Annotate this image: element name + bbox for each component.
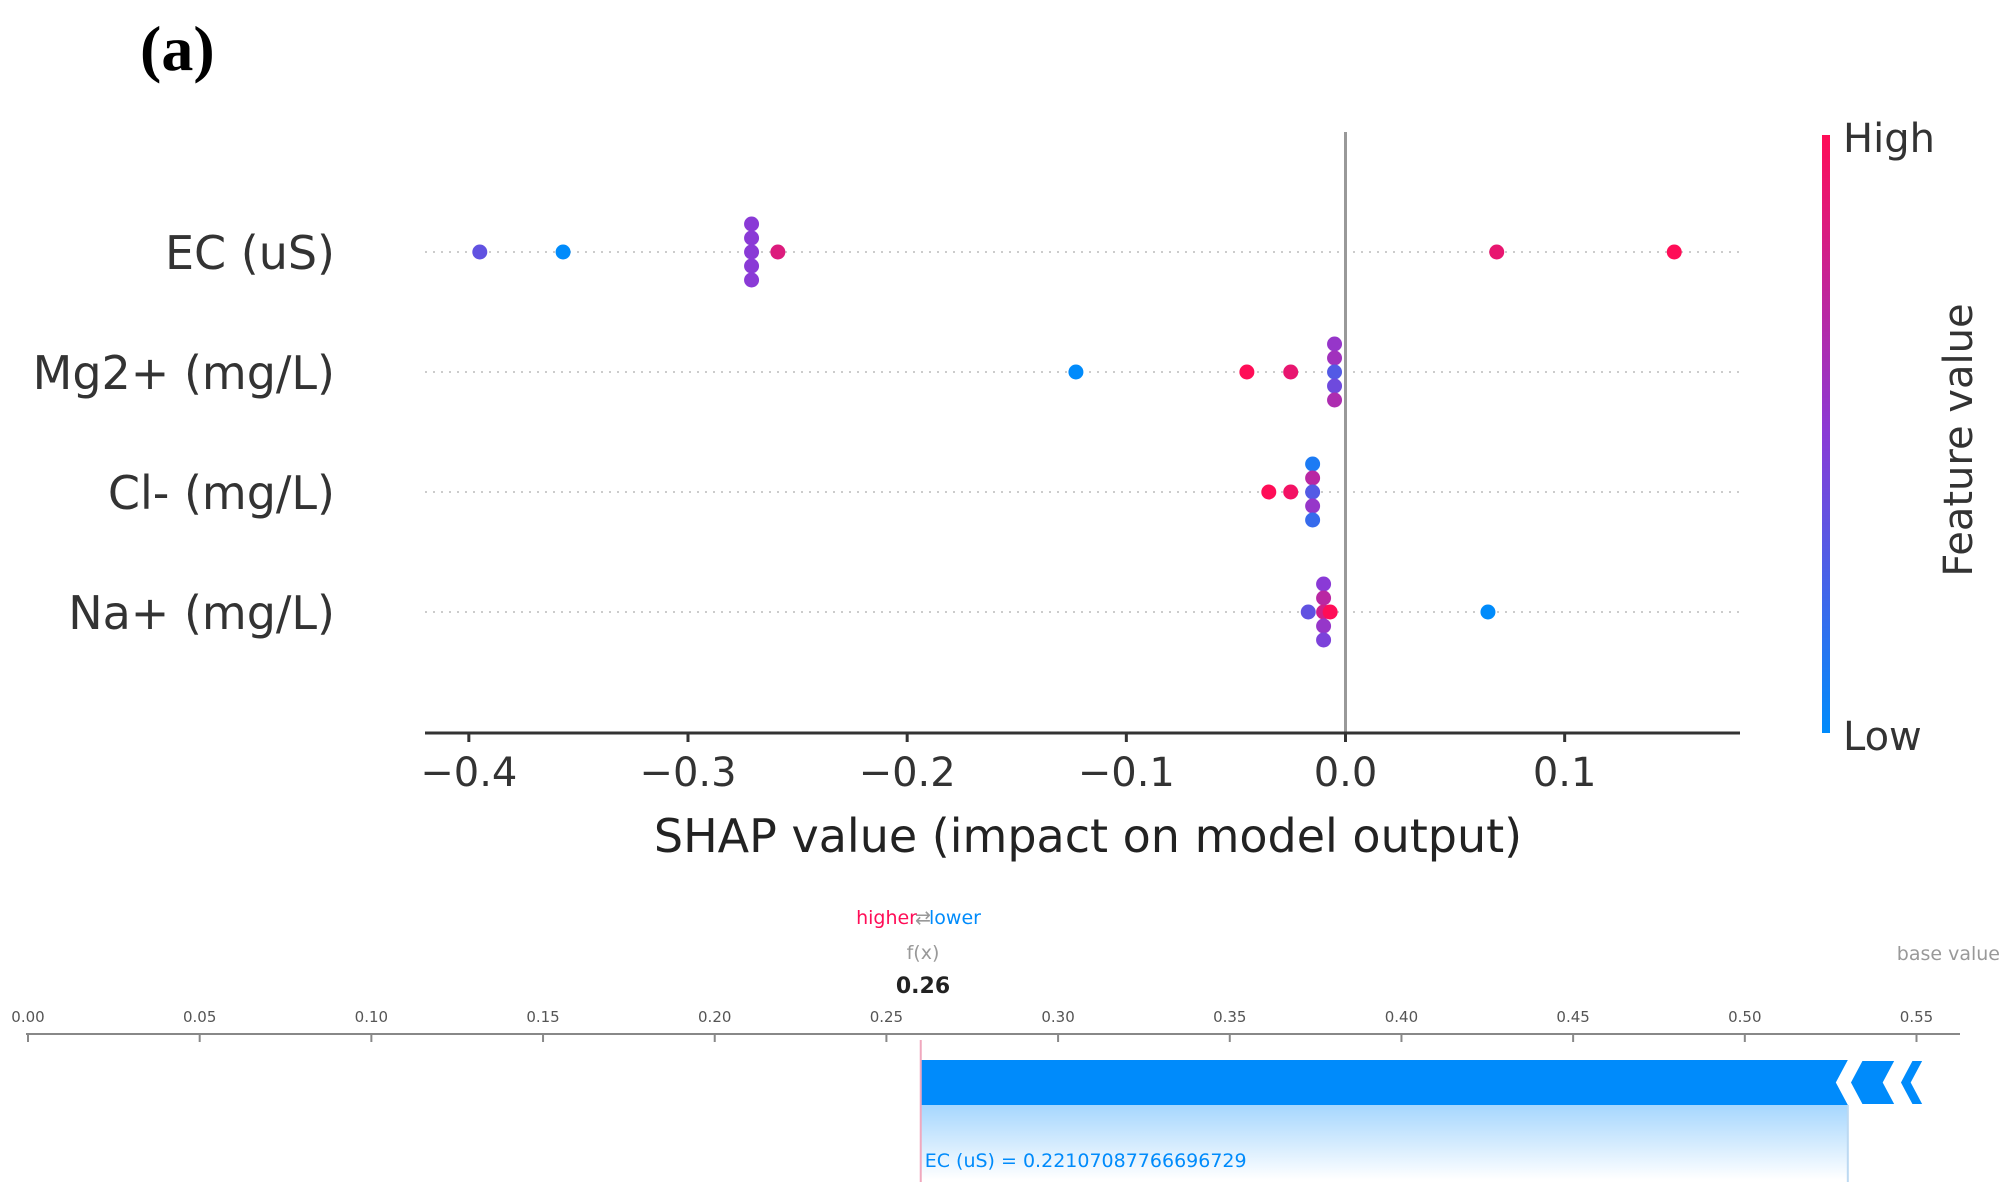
panel-label: (a) (140, 13, 215, 84)
shap-point (1316, 632, 1332, 648)
force-tick-label: 0.15 (526, 1008, 559, 1026)
shap-point (1261, 484, 1277, 500)
force-tick-label: 0.55 (1900, 1008, 1933, 1026)
shap-summary-plot: EC (uS) Mg2+ (mg/L) Cl- (mg/L) Na+ (mg/L… (33, 116, 1982, 863)
x-tick-label: −0.2 (859, 750, 956, 796)
shap-point (1283, 484, 1299, 500)
force-bar-shadow (920, 1105, 1848, 1180)
force-tick-label: 0.35 (1213, 1008, 1246, 1026)
shap-point (1480, 604, 1496, 620)
shap-point (1068, 364, 1084, 380)
feature-gridlines (425, 251, 1740, 613)
shap-point (1316, 576, 1332, 592)
shap-point (1327, 336, 1343, 352)
colorbar-high-label: High (1843, 116, 1935, 162)
shap-point (1305, 456, 1321, 472)
feature-labels: EC (uS) Mg2+ (mg/L) Cl- (mg/L) Na+ (mg/L… (33, 226, 335, 640)
x-tick-label: −0.4 (420, 750, 517, 796)
colorbar-gradient (1822, 135, 1830, 733)
shap-point (472, 244, 488, 260)
feature-label-ec: EC (uS) (165, 226, 335, 280)
x-axis-ticks: −0.4 −0.3 −0.2 −0.1 0.0 0.1 (420, 733, 1596, 796)
force-tick-label: 0.30 (1041, 1008, 1074, 1026)
force-tick-label: 0.45 (1556, 1008, 1589, 1026)
shap-point (744, 272, 760, 288)
force-bar-ec (920, 1060, 1848, 1105)
force-tick-label: 0.50 (1728, 1008, 1761, 1026)
shap-point (744, 216, 760, 232)
fx-label: f(x) (907, 942, 940, 964)
shap-point (1327, 378, 1343, 394)
fx-value: 0.26 (896, 974, 950, 999)
shap-point (1489, 244, 1505, 260)
shap-point (1305, 512, 1321, 528)
colorbar-low-label: Low (1843, 714, 1922, 760)
contribution-label-ec: EC (uS) = 0.22107087766696729 (925, 1150, 1247, 1172)
shap-point (1305, 498, 1321, 514)
shap-point (744, 230, 760, 246)
force-tick-label: 0.05 (183, 1008, 216, 1026)
shap-point (770, 244, 786, 260)
shap-point (1239, 364, 1255, 380)
higher-label: higher (856, 907, 917, 929)
shap-point (744, 244, 760, 260)
feature-label-mg: Mg2+ (mg/L) (33, 346, 335, 400)
shap-point (1327, 350, 1343, 366)
feature-label-na: Na+ (mg/L) (68, 586, 335, 640)
shap-point (555, 244, 571, 260)
shap-point (1666, 244, 1682, 260)
colorbar: High Low Feature value (1822, 116, 1982, 760)
x-tick-label: 0.0 (1314, 750, 1378, 796)
force-tick-label: 0.00 (11, 1008, 44, 1026)
shap-point (1305, 470, 1321, 486)
x-axis-title: SHAP value (impact on model output) (654, 809, 1522, 863)
force-tick-label: 0.40 (1385, 1008, 1418, 1026)
force-axis-ticks: 0.00 0.05 0.10 0.15 0.20 0.25 0.30 0.35 … (11, 1008, 1933, 1042)
shap-point (1283, 364, 1299, 380)
shap-point (1322, 604, 1338, 620)
lower-label: lower (929, 907, 981, 929)
force-contributions (919, 1040, 1943, 1182)
force-tick-label: 0.10 (355, 1008, 388, 1026)
feature-label-cl: Cl- (mg/L) (108, 466, 335, 520)
shap-point (1316, 590, 1332, 606)
force-tick-label: 0.25 (870, 1008, 903, 1026)
shap-point (744, 258, 760, 274)
shap-point (1305, 484, 1321, 500)
force-bar-minor (1898, 1059, 1926, 1106)
x-tick-label: −0.3 (639, 750, 736, 796)
force-tick-label: 0.20 (698, 1008, 731, 1026)
direction-arrow-icon: ⇄ (915, 907, 931, 929)
base-value-label: base value (1897, 943, 2000, 965)
shap-point (1327, 392, 1343, 408)
shap-points (472, 216, 1682, 648)
shap-force-plot: higher ⇄ lower f(x) 0.26 base value 0.00… (11, 907, 2000, 1182)
shap-point (1316, 618, 1332, 634)
x-tick-label: 0.1 (1533, 750, 1597, 796)
shap-point (1327, 364, 1343, 380)
colorbar-title: Feature value (1936, 303, 1982, 576)
force-bar-minor (1848, 1059, 1898, 1106)
force-bar-minor (1926, 1059, 1943, 1106)
x-tick-label: −0.1 (1078, 750, 1175, 796)
shap-point (1300, 604, 1316, 620)
